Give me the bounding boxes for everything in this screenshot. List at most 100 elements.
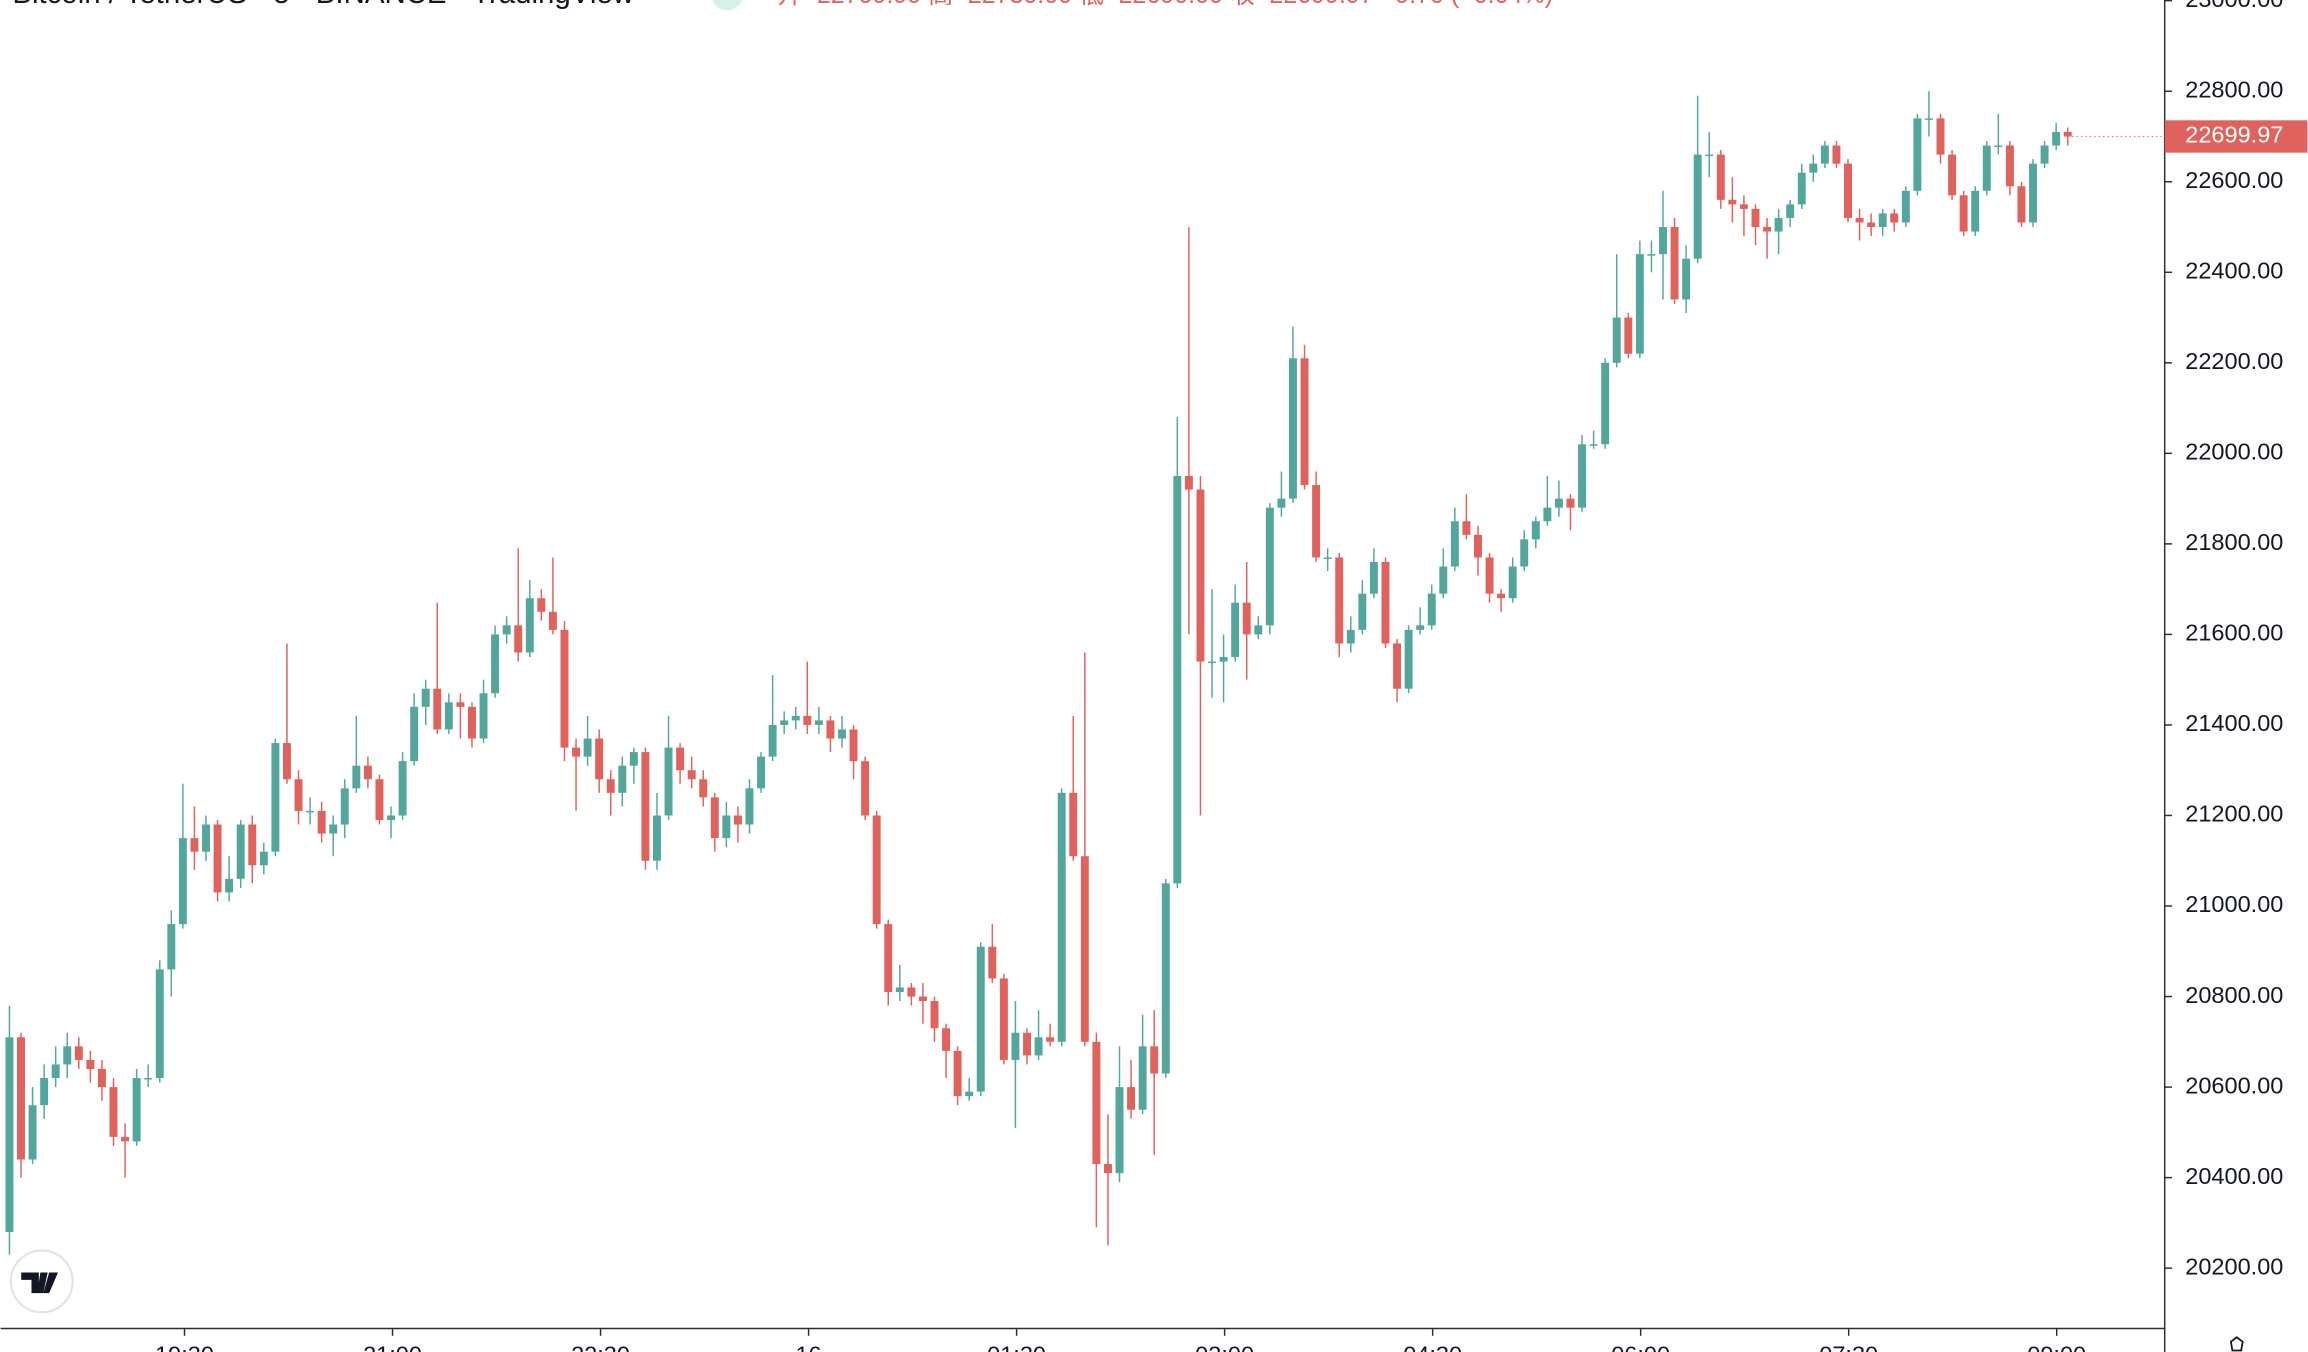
candle-body — [1242, 602, 1251, 635]
x-tick-label: 03:00 — [1195, 1341, 1254, 1352]
x-tick-label: 19:30 — [155, 1341, 214, 1352]
candle-body — [213, 824, 222, 893]
candle-body — [1474, 534, 1482, 558]
y-tick-label: 21000.00 — [2185, 891, 2283, 917]
candle-body — [1103, 1164, 1112, 1174]
candle-body — [178, 838, 187, 925]
candle-body — [710, 797, 719, 839]
candle-body — [1011, 1032, 1020, 1060]
candle-body — [1404, 629, 1413, 689]
candle-body — [1265, 507, 1274, 626]
candle-body — [1161, 883, 1170, 1074]
candle-body — [999, 978, 1008, 1060]
candle-body — [410, 706, 419, 762]
candle-body — [572, 747, 581, 757]
y-tick-label: 22000.00 — [2185, 439, 2283, 465]
candle-body — [1034, 1037, 1043, 1056]
candle-body — [1381, 561, 1390, 644]
candle-body — [363, 765, 372, 780]
candle-body — [1578, 444, 1587, 508]
candle-body — [1624, 317, 1633, 354]
candle-body — [294, 779, 303, 811]
candle-body — [1878, 213, 1887, 228]
candle-body — [190, 838, 199, 852]
candle-body — [953, 1050, 962, 1097]
x-tick-label: 21:00 — [363, 1341, 422, 1352]
candle-body — [745, 788, 754, 825]
tv-logo[interactable] — [9, 1249, 74, 1314]
y-tick-label: 20400.00 — [2185, 1163, 2283, 1189]
candle-body — [1659, 227, 1667, 255]
x-tick-label: 09:00 — [2027, 1341, 2086, 1352]
candle-body — [733, 815, 742, 825]
x-tick-label: 16 — [795, 1341, 821, 1352]
candle-body — [1277, 498, 1286, 508]
candle-body — [155, 969, 164, 1079]
candle-body — [28, 1105, 37, 1160]
candle-body — [2063, 131, 2072, 137]
candle-body — [1080, 856, 1089, 1042]
candle-body — [1786, 204, 1795, 218]
candle-body — [1069, 792, 1078, 857]
candle-body — [1855, 217, 1864, 223]
candle-body — [491, 634, 500, 694]
candle-body — [1948, 154, 1957, 196]
candle-body — [225, 878, 234, 893]
y-tick-label: 22600.00 — [2185, 167, 2283, 193]
candle-body — [583, 738, 592, 757]
candle-body — [1219, 657, 1228, 662]
candle-body — [1959, 195, 1968, 232]
y-tick-label: 22800.00 — [2185, 76, 2283, 102]
y-tick-label: 22400.00 — [2185, 257, 2283, 283]
candle-body — [1716, 154, 1725, 200]
candle-body — [375, 779, 384, 821]
candle-body — [942, 1028, 951, 1051]
candle-body — [1554, 498, 1563, 508]
candle-body — [1601, 362, 1610, 445]
candle-body — [895, 987, 904, 993]
candle-body — [40, 1078, 49, 1106]
candle-body — [479, 693, 488, 739]
candle-body — [1485, 557, 1494, 594]
candle-body — [757, 756, 766, 789]
candle-body — [722, 815, 731, 839]
logo-mark[interactable] — [21, 1272, 58, 1294]
candle-body — [340, 788, 349, 825]
candle-body — [525, 598, 534, 653]
candle-body — [63, 1046, 72, 1065]
settings-icon[interactable] — [2229, 1336, 2244, 1352]
candle-body — [1924, 118, 1933, 120]
candle-body — [2040, 145, 2049, 164]
x-tick-label: 01:30 — [987, 1341, 1046, 1352]
candle-body — [1393, 643, 1402, 689]
candle-body — [1971, 190, 1980, 232]
candle-body — [768, 724, 777, 757]
candle-body — [514, 625, 523, 653]
candle-body — [167, 924, 176, 970]
candle-body — [1682, 258, 1691, 300]
candle-body — [1369, 561, 1378, 594]
candle-body — [121, 1136, 130, 1142]
candle-body — [1427, 593, 1436, 626]
candle-body — [1231, 602, 1240, 658]
candle-body — [1138, 1046, 1147, 1110]
candle-body — [1288, 358, 1297, 499]
candle-body — [780, 720, 789, 725]
candle-body — [1913, 118, 1922, 191]
candle-body — [329, 824, 338, 834]
candle-body — [271, 743, 280, 852]
status-icon — [712, 0, 743, 11]
candle-body — [884, 924, 893, 993]
candle-body — [1023, 1032, 1031, 1056]
candle-body — [1184, 475, 1193, 490]
candle-body — [1439, 566, 1448, 594]
candle-body — [1127, 1087, 1136, 1110]
candle-body — [97, 1068, 106, 1088]
candle-body — [1520, 539, 1529, 567]
candle-body — [1797, 172, 1806, 205]
candle-body — [1300, 358, 1309, 486]
candle-body — [1693, 154, 1702, 259]
candle-body — [849, 729, 858, 762]
x-tick-label: 07:30 — [1819, 1341, 1878, 1352]
candle-body — [537, 598, 546, 612]
